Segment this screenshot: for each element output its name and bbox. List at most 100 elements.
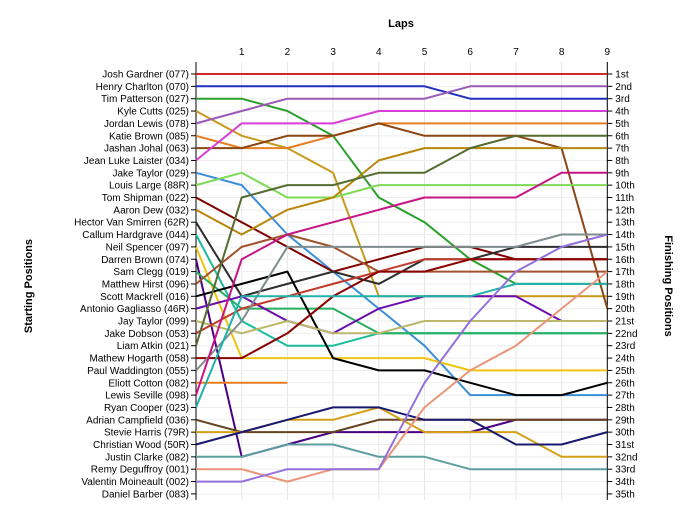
finishing-label: 16th bbox=[615, 255, 634, 266]
series-line bbox=[195, 122, 608, 150]
finishing-label: 26th bbox=[615, 378, 634, 389]
series-line bbox=[195, 171, 608, 396]
x-tick-labels: 1 2 3 4 5 6 7 8 9 bbox=[239, 47, 611, 58]
driver-label: Liam Atkin (021) bbox=[117, 341, 189, 352]
driver-label: Neil Spencer (097) bbox=[106, 242, 189, 253]
finishing-label: 3rd bbox=[615, 94, 629, 105]
finishing-label: 33rd bbox=[615, 465, 635, 476]
driver-label: Katie Brown (085) bbox=[109, 131, 189, 142]
x-tick-label: 3 bbox=[330, 47, 336, 58]
finishing-label: 22nd bbox=[615, 329, 637, 340]
finishing-label: 29th bbox=[615, 415, 634, 426]
finishing-label: 12th bbox=[615, 205, 634, 216]
driver-label: Josh Gardner (077) bbox=[102, 70, 189, 81]
driver-label: Antonio Gagliasso (46R) bbox=[80, 304, 189, 315]
driver-label: Justin Clarke (082) bbox=[105, 452, 189, 463]
finishing-label: 9th bbox=[615, 168, 629, 179]
driver-label: Scott Mackrell (016) bbox=[100, 292, 189, 303]
finishing-label: 11th bbox=[615, 193, 634, 204]
series-line bbox=[195, 110, 608, 162]
finishing-label: 10th bbox=[615, 181, 634, 192]
x-tick-label: 4 bbox=[376, 47, 382, 58]
series-line bbox=[195, 134, 608, 346]
series-line bbox=[195, 85, 608, 125]
finishing-label: 24th bbox=[615, 354, 634, 365]
finishing-label: 13th bbox=[615, 218, 634, 229]
driver-label: Hector Van Smirren (62R) bbox=[74, 218, 189, 229]
finishing-label: 21st bbox=[615, 317, 634, 328]
series-line bbox=[196, 122, 609, 309]
x-tick-label: 7 bbox=[513, 47, 519, 58]
finishing-label: 1st bbox=[615, 70, 629, 81]
finishing-label: 34th bbox=[615, 477, 634, 488]
right-axis-title: Finishing Positions bbox=[662, 235, 674, 336]
driver-label: Jake Dobson (053) bbox=[105, 329, 190, 340]
driver-label: Valentin Moineault (002) bbox=[81, 477, 189, 488]
series-line bbox=[195, 270, 608, 397]
driver-label: Jordan Lewis (078) bbox=[104, 119, 189, 130]
driver-label: Jake Taylor (029) bbox=[112, 168, 189, 179]
driver-label: Callum Hardgrave (044) bbox=[82, 230, 189, 241]
finishing-label: 35th bbox=[615, 489, 634, 500]
series-line bbox=[196, 233, 608, 483]
series-line bbox=[195, 295, 608, 335]
driver-label: Tim Patterson (027) bbox=[101, 94, 189, 105]
driver-label: Jashan Johal (063) bbox=[104, 144, 189, 155]
grid-layer bbox=[195, 62, 608, 500]
series-line bbox=[195, 246, 608, 372]
finishing-label: 27th bbox=[615, 391, 634, 402]
x-axis-title: Laps bbox=[388, 18, 414, 30]
finishing-label: 8th bbox=[615, 156, 629, 167]
finishing-label: 14th bbox=[615, 230, 634, 241]
starting-position-labels: Josh Gardner (077)Henry Charlton (070)Ti… bbox=[74, 70, 196, 500]
driver-label: Lewis Seville (098) bbox=[105, 391, 189, 402]
driver-label: Ryan Cooper (023) bbox=[104, 403, 189, 414]
driver-label: Matthew Hirst (096) bbox=[102, 279, 189, 290]
driver-label: Kyle Cutts (025) bbox=[117, 107, 189, 118]
driver-label: Jean Luke Laister (034) bbox=[84, 156, 189, 167]
series-layer bbox=[195, 73, 609, 483]
x-tick-label: 9 bbox=[605, 47, 611, 58]
x-tick-label: 5 bbox=[422, 47, 428, 58]
series-line bbox=[196, 443, 608, 471]
x-tick-label: 2 bbox=[285, 47, 291, 58]
finishing-label: 15th bbox=[615, 242, 634, 253]
series-line bbox=[195, 406, 608, 446]
finishing-label: 30th bbox=[615, 428, 634, 439]
finishing-label: 18th bbox=[615, 279, 634, 290]
driver-label: Paul Waddington (055) bbox=[87, 366, 189, 377]
driver-label: Christian Wood (50R) bbox=[93, 440, 189, 451]
series-line bbox=[195, 320, 608, 335]
x-tick-label: 8 bbox=[559, 47, 565, 58]
left-axis-title: Starting Positions bbox=[23, 239, 35, 333]
driver-label: Remy Deguffroy (001) bbox=[91, 465, 189, 476]
driver-label: Louis Large (88R) bbox=[109, 181, 189, 192]
series-line bbox=[195, 282, 608, 408]
finishing-label: 7th bbox=[615, 144, 629, 155]
series-line bbox=[195, 233, 608, 372]
driver-label: Tom Shipman (022) bbox=[102, 193, 189, 204]
finishing-label: 4th bbox=[615, 107, 629, 118]
finishing-label: 32nd bbox=[615, 452, 637, 463]
series-line bbox=[196, 85, 608, 100]
x-tick-label: 1 bbox=[239, 47, 245, 58]
finishing-label: 5th bbox=[615, 119, 629, 130]
finishing-label: 20th bbox=[615, 304, 634, 315]
series-line bbox=[195, 147, 608, 236]
driver-label: Jay Taylor (099) bbox=[118, 317, 189, 328]
driver-label: Aaron Dew (032) bbox=[113, 205, 189, 216]
driver-label: Stevie Harris (79R) bbox=[104, 428, 189, 439]
finishing-label: 25th bbox=[615, 366, 634, 377]
driver-label: Sam Clegg (019) bbox=[113, 267, 189, 278]
finishing-label: 17th bbox=[615, 267, 634, 278]
driver-label: Darren Brown (074) bbox=[101, 255, 189, 266]
driver-label: Eliott Cotton (082) bbox=[108, 378, 189, 389]
finishing-label: 28th bbox=[615, 403, 634, 414]
finishing-label: 23rd bbox=[615, 341, 635, 352]
finishing-label: 31st bbox=[615, 440, 634, 451]
finishing-label: 19th bbox=[615, 292, 634, 303]
finishing-label: 2nd bbox=[615, 82, 632, 93]
driver-label: Adrian Campfield (036) bbox=[86, 415, 189, 426]
x-tick-label: 6 bbox=[467, 47, 473, 58]
